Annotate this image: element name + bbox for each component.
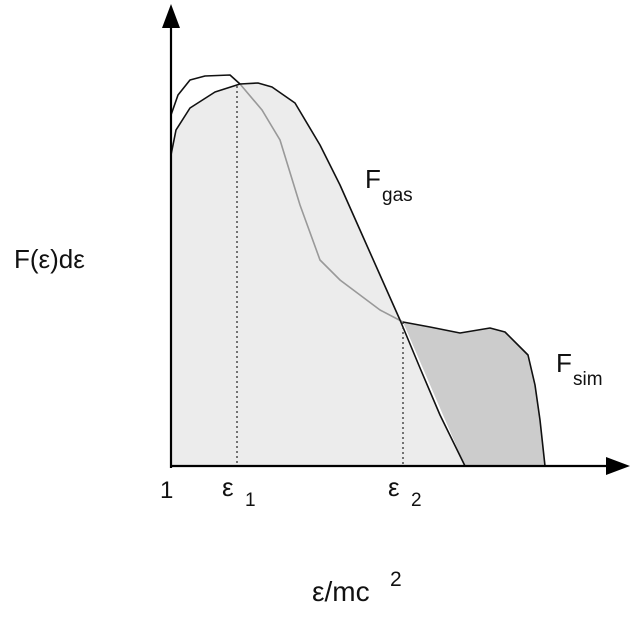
x-axis-label: ε/mc 2 [312, 568, 402, 607]
tick-origin-label: 1 [160, 477, 173, 504]
gas-curve-label: Fgas [365, 164, 413, 206]
gas-region [171, 83, 465, 466]
y-axis-label: F(ε)dε [14, 244, 85, 274]
x-axis-arrowhead [606, 457, 630, 475]
sim-curve-inner [239, 83, 404, 323]
gas-curve [170, 82, 466, 467]
sim-excess-region [403, 322, 545, 466]
y-axis-arrowhead [162, 4, 180, 28]
sim-curve-label: Fsim [556, 348, 603, 390]
